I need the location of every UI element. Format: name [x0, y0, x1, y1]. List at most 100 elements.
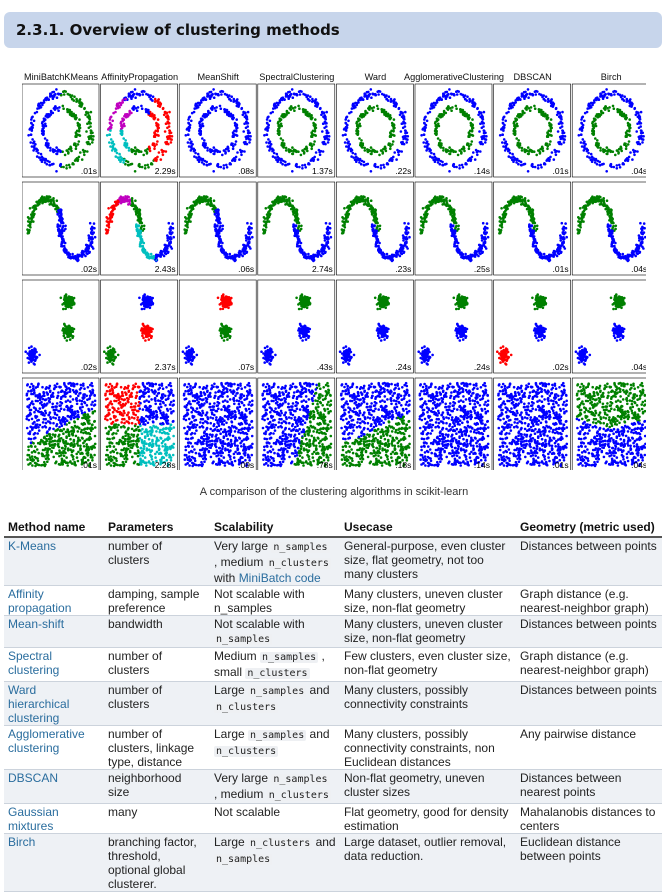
data-point: [52, 395, 55, 398]
data-point: [69, 417, 73, 421]
data-point: [28, 223, 32, 226]
data-point: [73, 420, 76, 423]
data-point: [220, 408, 223, 411]
data-point: [234, 450, 237, 454]
data-point: [207, 109, 210, 113]
data-point: [158, 383, 161, 387]
data-point: [122, 124, 125, 128]
data-point: [240, 439, 244, 443]
data-point: [207, 394, 210, 397]
data-point: [28, 385, 32, 389]
data-point: [80, 399, 84, 403]
data-point: [49, 149, 52, 152]
data-point: [62, 93, 66, 96]
data-point: [240, 387, 243, 391]
data-point: [57, 92, 61, 96]
data-point: [70, 405, 74, 408]
data-point: [108, 389, 112, 393]
data-point: [117, 407, 120, 410]
data-point: [143, 164, 147, 167]
data-point: [166, 236, 169, 240]
data-point: [45, 97, 49, 101]
data-point: [114, 419, 118, 422]
data-point: [75, 157, 79, 160]
data-point: [51, 204, 55, 207]
data-point: [232, 135, 235, 138]
data-point: [223, 464, 227, 467]
data-point: [43, 455, 46, 458]
data-point: [91, 411, 95, 415]
data-point: [149, 426, 152, 429]
data-point: [212, 199, 216, 202]
data-point: [63, 383, 66, 386]
data-point: [115, 399, 118, 403]
data-point: [121, 402, 125, 406]
data-point: [131, 455, 134, 459]
data-point: [86, 122, 89, 125]
data-point: [62, 427, 66, 431]
data-point: [34, 414, 37, 418]
data-point: [189, 350, 192, 353]
data-point: [156, 104, 160, 108]
data-point: [42, 417, 46, 421]
data-point: [57, 209, 60, 212]
data-point: [114, 149, 117, 153]
data-point: [65, 149, 68, 152]
data-point: [209, 107, 213, 110]
scatter-panel: .01s: [22, 83, 100, 178]
data-point: [233, 430, 237, 433]
data-point: [33, 391, 36, 394]
data-point: [169, 225, 173, 229]
data-point: [222, 339, 226, 342]
data-point: [172, 235, 175, 239]
data-point: [235, 399, 239, 402]
data-point: [82, 456, 85, 460]
data-point: [213, 428, 217, 431]
data-point: [124, 195, 127, 198]
data-point: [66, 414, 70, 418]
data-point: [233, 129, 236, 133]
data-point: [105, 389, 109, 393]
data-point: [216, 208, 220, 211]
data-point: [165, 445, 169, 449]
data-point: [157, 253, 160, 257]
data-point: [65, 303, 68, 307]
data-point: [113, 394, 116, 398]
data-point: [169, 388, 173, 392]
data-point: [128, 199, 131, 202]
data-point: [247, 403, 250, 406]
data-point: [83, 396, 86, 399]
data-point: [81, 452, 84, 455]
data-point: [195, 407, 199, 410]
data-point: [229, 300, 232, 303]
data-point: [45, 113, 48, 116]
data-point: [40, 412, 43, 416]
data-point: [85, 404, 89, 407]
data-point: [31, 211, 34, 214]
data-point: [88, 432, 92, 436]
data-point: [166, 247, 169, 250]
data-point: [187, 345, 190, 348]
data-point: [78, 118, 81, 121]
data-point: [151, 440, 154, 443]
data-point: [134, 396, 138, 400]
timing-label: .09s: [238, 460, 254, 470]
data-point: [195, 353, 199, 357]
data-point: [41, 421, 45, 424]
data-point: [238, 102, 241, 106]
data-point: [106, 217, 109, 220]
data-point: [32, 206, 35, 209]
data-point: [30, 121, 33, 125]
data-point: [43, 161, 47, 164]
data-point: [159, 422, 162, 426]
data-point: [66, 399, 70, 402]
data-point: [130, 421, 134, 425]
data-point: [58, 437, 61, 441]
data-point: [76, 413, 80, 417]
data-point: [35, 149, 38, 153]
data-point: [141, 334, 144, 338]
data-point: [55, 199, 59, 202]
data-point: [211, 433, 214, 437]
data-point: [151, 302, 154, 306]
data-point: [164, 443, 167, 446]
